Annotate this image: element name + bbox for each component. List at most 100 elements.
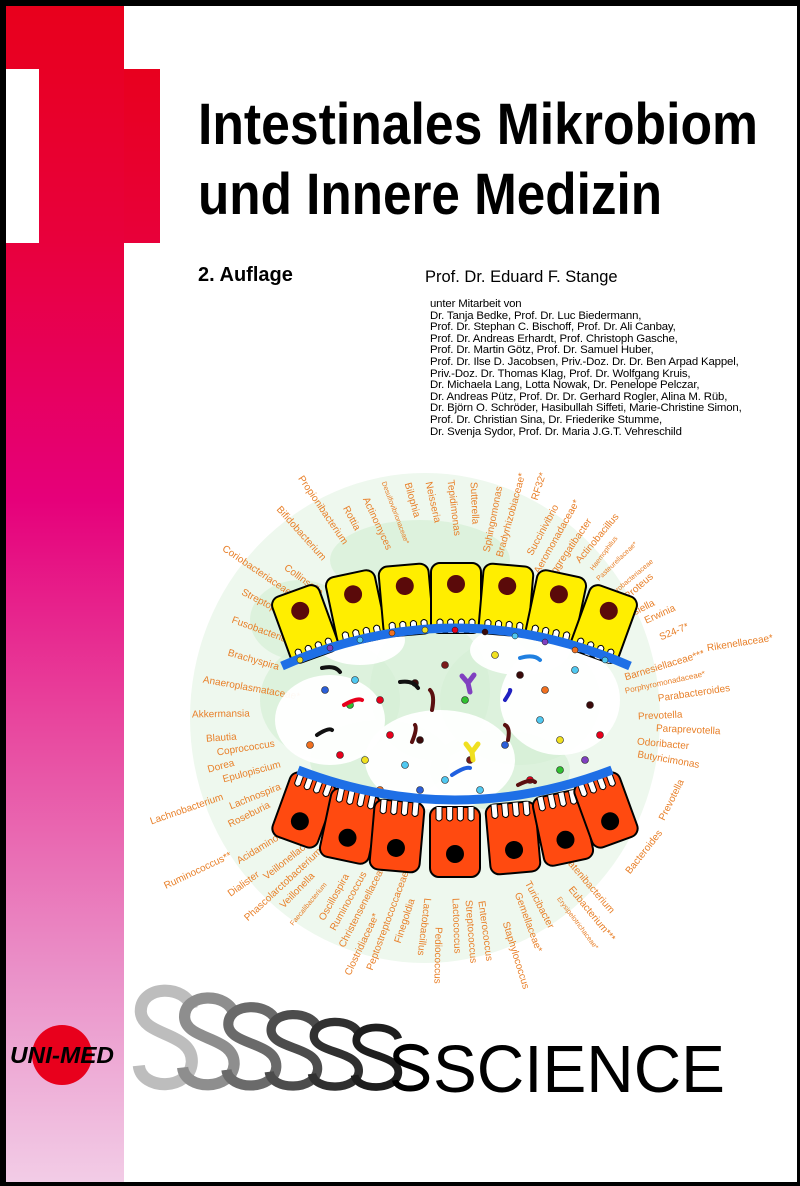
- microvillus: [379, 799, 388, 815]
- mucus-layer-bottom: [296, 765, 614, 805]
- bacterium-rod: [342, 697, 364, 707]
- cell-nucleus: [599, 601, 618, 620]
- bacterium-dot: [556, 766, 564, 774]
- cell-nucleus: [446, 845, 464, 863]
- microvillus: [522, 801, 531, 817]
- series-name: SCIENCE: [433, 1032, 725, 1107]
- cell-nucleus: [386, 838, 405, 857]
- bacterium-rod: [503, 688, 513, 702]
- microvillus: [490, 804, 499, 819]
- mucus-particle: [326, 644, 334, 652]
- bacterium-dot: [361, 756, 369, 764]
- contributor-line: Dr. Svenja Sydor, Prof. Dr. Maria J.G.T.…: [430, 425, 682, 438]
- bacteria-label: Paraprevotella: [656, 723, 721, 737]
- contributor-line: Dr. Michaela Lang, Lotta Nowak, Dr. Pene…: [430, 379, 700, 392]
- title-line-1: Intestinales Mikrobiom: [198, 92, 758, 157]
- bacterium-dot: [306, 741, 314, 749]
- microvillus: [547, 794, 557, 810]
- microvillus: [467, 807, 475, 822]
- microvillus: [366, 794, 377, 810]
- bacteria-label: Blautia: [206, 732, 238, 745]
- microvillus: [446, 807, 454, 822]
- microvillus: [322, 781, 334, 797]
- contributor-line: Dr. Björn O. Schröder, Hasibullah Siffet…: [430, 402, 742, 415]
- mucus-particle: [388, 629, 396, 637]
- s-letter-shape: [177, 992, 240, 1091]
- mucus-particle: [511, 632, 519, 640]
- edition: 2. Auflage: [198, 264, 293, 286]
- microvillus: [346, 789, 356, 805]
- s-letter-shape: [307, 1017, 363, 1091]
- contributor-line: Prof. Dr. Stephan C. Bischoff, Prof. Dr.…: [430, 321, 676, 334]
- epithelial-cell: [318, 787, 382, 865]
- bacterium-dot: [441, 661, 449, 669]
- cell-nucleus: [556, 830, 575, 849]
- microvillus: [400, 801, 409, 817]
- bacteria-label: Pediococcus: [431, 927, 443, 984]
- mucus-particle: [481, 628, 489, 636]
- antibody-shape: [463, 741, 481, 763]
- contributor-line: Prof. Dr. Ilse D. Jacobsen, Priv.-Doz. D…: [430, 355, 739, 368]
- uni-med-logo: UNI-MED: [10, 1025, 114, 1085]
- stripe-notch: [6, 69, 39, 243]
- s-letter-shape: [350, 1023, 403, 1091]
- cell-body: [429, 806, 481, 878]
- bacterium-dot: [501, 741, 509, 749]
- cell-nucleus: [505, 840, 524, 859]
- title-line-2: und Innere Medizin: [198, 162, 662, 227]
- bacterium-dot: [416, 786, 424, 794]
- epithelial-cell: [368, 798, 426, 874]
- s-letter-shape: [392, 1043, 430, 1092]
- bacterium-dot: [401, 761, 409, 769]
- bacterium-dot: [536, 716, 544, 724]
- microvillus: [456, 807, 464, 822]
- logo-circle: [32, 1025, 92, 1085]
- cell-nucleus: [498, 577, 517, 596]
- microvillus: [536, 796, 547, 812]
- title-block: Intestinales Mikrobiom und Innere Medizi…: [198, 92, 758, 227]
- bacterium-dot: [541, 686, 549, 694]
- contributors-intro: unter Mitarbeit von: [430, 298, 522, 310]
- epithelial-cells: [271, 562, 639, 878]
- microvillus: [501, 803, 510, 819]
- contributor-line: Priv.-Doz. Dr. Thomas Klag, Prof. Dr. Wo…: [430, 367, 691, 380]
- bacterium-dot: [461, 696, 469, 704]
- bacteria-label: Streptococcus: [463, 900, 479, 964]
- bacterium-dot: [351, 676, 359, 684]
- cell-nucleus: [601, 812, 620, 831]
- bacterium-dot: [571, 666, 579, 674]
- bacteria-label: Sutterella: [468, 482, 481, 525]
- bacterium-rod: [315, 727, 334, 737]
- microvillus: [557, 791, 567, 807]
- book-cover: Intestinales Mikrobiom und Innere Medizi…: [6, 6, 797, 1182]
- microvillus: [435, 807, 443, 822]
- s-letter-shape: [132, 984, 198, 1091]
- mucus-particle: [451, 626, 459, 634]
- cell-nucleus: [290, 812, 309, 831]
- microvillus: [356, 792, 366, 808]
- bacterium-dot: [556, 736, 564, 744]
- bacterium-rod: [518, 654, 542, 662]
- bacterium-dot: [386, 731, 394, 739]
- cell-nucleus: [291, 601, 310, 620]
- bacterium-dot: [336, 751, 344, 759]
- stripe-tab: [124, 69, 160, 243]
- main-author: Prof. Dr. Eduard F. Stange: [425, 268, 618, 286]
- lumen-blob: [365, 710, 515, 810]
- microvillus: [511, 802, 520, 818]
- bacterium-dot: [416, 736, 424, 744]
- bacterium-rod: [320, 665, 342, 674]
- mucus-particle: [571, 646, 579, 654]
- bacterium-dot: [491, 651, 499, 659]
- bacterium-dot: [596, 731, 604, 739]
- cell-nucleus: [549, 585, 568, 604]
- bacteria-label: Akkermansia: [192, 708, 250, 720]
- mucus-particle: [601, 656, 609, 664]
- contributors: unter Mitarbeit von Dr. Tanja Bedke, Pro…: [430, 298, 742, 438]
- bacterium-dot: [441, 776, 449, 784]
- cell-body: [484, 800, 542, 876]
- bacterium-rod: [428, 688, 436, 712]
- bacterium-dot: [376, 696, 384, 704]
- epithelial-cell: [570, 584, 638, 664]
